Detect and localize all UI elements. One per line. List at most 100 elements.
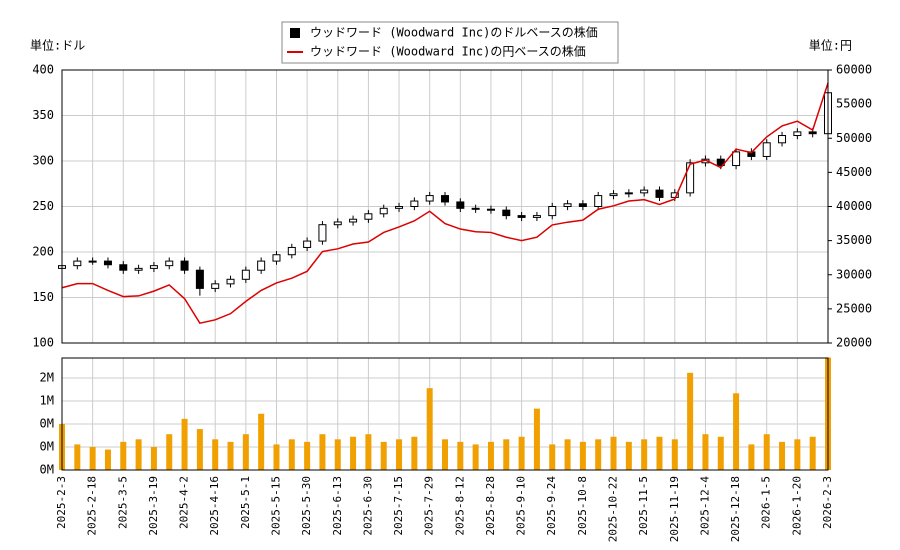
y-tick-label: 0M	[40, 416, 54, 430]
volume-bar	[472, 444, 479, 470]
y2-tick-label: 45000	[836, 165, 872, 179]
x-tick-label: 2025-2-3	[55, 476, 68, 529]
legend-label: ウッドワード (Woodward Inc)の円ベースの株価	[310, 44, 586, 59]
y2-unit-label: 単位:円	[809, 38, 852, 53]
candle-body	[364, 213, 373, 220]
candle-body	[88, 260, 97, 263]
candle-body	[456, 201, 465, 209]
x-tick-label: 2025-6-30	[361, 476, 374, 536]
volume-bar	[671, 439, 678, 470]
volume-bar	[579, 441, 586, 470]
y-tick-label: 0M	[40, 439, 54, 453]
y-tick-label: 2M	[40, 370, 54, 384]
candle-body	[333, 221, 342, 226]
y2-tick-label: 60000	[836, 63, 872, 77]
candle-body	[686, 162, 695, 194]
candle-body	[441, 195, 449, 203]
volume-bar	[411, 436, 418, 470]
candle-body	[808, 131, 817, 135]
volume-bar	[442, 439, 448, 470]
candle-body	[180, 260, 189, 271]
volume-bar	[365, 434, 372, 470]
x-tick-label: 2025-4-16	[208, 476, 221, 536]
candle-body	[134, 267, 143, 271]
plot-frame	[61, 69, 829, 344]
x-tick-label: 2025-11-5	[637, 476, 650, 536]
volume-bar	[533, 408, 540, 470]
x-tick-label: 2025-10-8	[576, 476, 589, 536]
candle-body	[532, 215, 541, 218]
candle-body	[563, 203, 572, 208]
volume-bar	[641, 439, 648, 470]
x-tick-label: 2025-3-19	[147, 476, 160, 536]
candle-body	[73, 260, 82, 267]
x-tick-label: 2025-2-18	[86, 476, 99, 536]
x-tick-label: 2025-7-29	[423, 476, 436, 536]
candle-body	[732, 151, 741, 167]
y-tick-label: 200	[32, 245, 54, 259]
candle-body	[793, 131, 802, 137]
x-tick-label: 2026-1-20	[790, 476, 803, 536]
volume-bar	[288, 439, 295, 470]
legend-label: ウッドワード (Woodward Inc)のドルベースの株価	[310, 25, 598, 40]
volume-bar	[319, 434, 326, 470]
candle-body	[119, 264, 128, 271]
candle-body	[211, 283, 220, 289]
volume-bar	[610, 436, 617, 470]
candle-body	[609, 193, 618, 197]
volume-bar	[396, 439, 403, 470]
volume-bar	[549, 444, 556, 470]
x-tick-label: 2025-11-19	[668, 476, 681, 542]
candle-body	[195, 269, 204, 289]
y-tick-label: 1M	[40, 393, 54, 407]
volume-bar	[763, 434, 770, 470]
y-tick-label: 150	[32, 290, 54, 304]
x-tick-label: 2025-8-12	[453, 476, 466, 536]
y-tick-label: 0M	[40, 463, 54, 477]
x-tick-label: 2025-9-24	[545, 476, 558, 536]
x-tick-label: 2025-5-1	[239, 476, 252, 529]
candle-body	[349, 218, 358, 223]
candle-body	[379, 207, 388, 215]
volume-bar	[120, 441, 127, 470]
x-tick-label: 2025-8-28	[484, 476, 497, 536]
candle-body	[395, 206, 404, 209]
candle-body	[425, 195, 434, 202]
volume-bar	[748, 444, 755, 470]
volume-bar	[196, 429, 203, 470]
volume-bar	[258, 413, 265, 470]
candle-body	[486, 208, 495, 211]
candle-body	[165, 260, 174, 267]
legend-box	[281, 21, 619, 64]
volume-bar	[809, 436, 816, 470]
candle-body	[517, 215, 526, 218]
y-tick-label: 250	[32, 199, 54, 213]
candle-body	[149, 265, 158, 269]
volume-bar	[779, 441, 786, 470]
candle-body	[471, 207, 480, 210]
volume-bar	[150, 446, 157, 470]
volume-bar	[687, 372, 694, 470]
y-tick-label: 300	[32, 154, 54, 168]
candle-body	[241, 269, 250, 280]
candle-body	[578, 203, 587, 208]
volume-bar	[104, 449, 111, 470]
volume-bar	[181, 418, 188, 470]
volume-frame	[61, 357, 829, 471]
x-tick-label: 2025-9-10	[515, 476, 528, 536]
y-tick-label: 100	[32, 336, 54, 350]
x-tick-label: 2025-3-5	[116, 476, 129, 529]
volume-bar	[273, 444, 280, 470]
volume-bar	[380, 441, 387, 470]
volume-bar	[304, 441, 311, 470]
candle-body	[762, 142, 771, 157]
volume-bar	[242, 434, 249, 470]
volume-bar	[564, 439, 571, 470]
x-tick-label: 2025-4-2	[178, 476, 191, 529]
candle-body	[548, 206, 557, 217]
volume-bar	[166, 434, 173, 470]
y-tick-label: 350	[32, 108, 54, 122]
volume-bar	[503, 439, 510, 470]
candle-body	[778, 135, 787, 144]
